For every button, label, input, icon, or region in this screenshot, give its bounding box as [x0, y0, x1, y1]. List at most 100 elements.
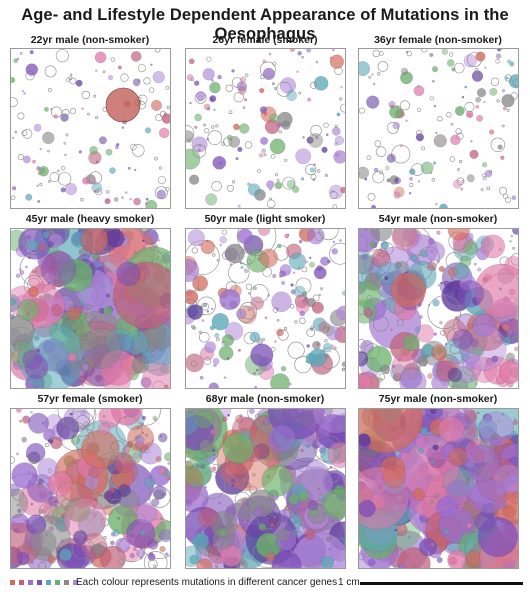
mutation-clone	[105, 293, 110, 298]
mutation-clone	[458, 159, 463, 164]
mutation-clone	[317, 169, 321, 173]
mutation-clone	[156, 189, 166, 199]
mutation-clone	[211, 125, 215, 129]
mutation-clone	[450, 277, 454, 281]
mutation-clone	[26, 239, 39, 251]
mutation-clone	[233, 92, 244, 103]
mutation-clone	[451, 356, 458, 364]
mutation-clone	[105, 148, 113, 156]
mutation-clone	[193, 80, 200, 86]
mutation-clone	[448, 447, 468, 467]
mutation-clone	[91, 182, 103, 193]
mutation-clone	[203, 302, 208, 308]
mutation-clone	[259, 87, 265, 94]
mutation-clone	[19, 52, 23, 55]
mutation-clone	[212, 156, 227, 170]
mutation-clone	[194, 113, 202, 122]
mutation-clone	[259, 61, 276, 78]
mutation-clone	[380, 364, 390, 375]
mutation-clone	[320, 256, 330, 266]
mutation-clone	[489, 87, 498, 96]
mutation-clone	[308, 348, 327, 367]
mutation-clone	[457, 280, 485, 308]
mutation-clone	[39, 147, 42, 151]
mutation-clone	[432, 444, 439, 451]
mutation-clone	[39, 508, 44, 514]
mutation-clone	[40, 251, 77, 287]
mutation-clone	[371, 248, 391, 268]
mutation-clone	[208, 382, 219, 388]
mutation-clone	[418, 246, 440, 268]
mutation-clone	[196, 558, 213, 568]
mutation-clone	[241, 548, 247, 553]
mutation-clone	[144, 202, 148, 206]
mutation-clone	[495, 53, 502, 59]
mutation-clone	[375, 146, 387, 157]
panel-54yr-male	[358, 228, 519, 389]
mutation-clone	[262, 338, 266, 341]
mutation-clone	[81, 363, 89, 371]
mutation-clone	[14, 130, 18, 134]
mutation-clone-map	[186, 409, 345, 568]
mutation-clone	[475, 51, 486, 62]
mutation-clone	[317, 487, 321, 491]
mutation-clone	[307, 500, 319, 511]
mutation-clone	[274, 173, 278, 177]
mutation-clone	[513, 417, 516, 421]
mutation-clone	[398, 563, 406, 568]
mutation-clone	[499, 186, 507, 195]
mutation-clone	[231, 77, 243, 88]
mutation-clone	[270, 373, 290, 388]
mutation-clone	[244, 98, 248, 102]
mutation-clone	[226, 357, 230, 360]
mutation-clone	[227, 184, 234, 192]
mutation-clone	[295, 148, 312, 165]
mutation-clone	[437, 115, 443, 122]
mutation-clone	[49, 172, 60, 183]
mutation-clone	[274, 340, 277, 343]
mutation-clone	[396, 319, 404, 327]
mutation-clone	[16, 409, 22, 413]
mutation-clone	[302, 136, 305, 139]
mutation-clone	[263, 153, 267, 157]
mutation-clone	[49, 435, 54, 440]
mutation-clone	[59, 548, 72, 562]
mutation-clone	[154, 186, 168, 200]
mutation-clone	[209, 95, 217, 103]
mutation-clone	[476, 411, 480, 415]
mutation-clone	[203, 542, 211, 549]
mutation-clone	[47, 555, 56, 564]
mutation-clone	[409, 176, 413, 181]
mutation-clone	[94, 69, 98, 72]
mutation-clone	[501, 94, 515, 108]
mutation-clone	[312, 409, 345, 434]
panel-label-68yr-male: 68yr male (non-smoker)	[205, 393, 325, 405]
mutation-clone	[402, 334, 420, 351]
mutation-clone	[514, 346, 518, 352]
mutation-clone	[336, 305, 345, 321]
mutation-clone	[64, 153, 67, 157]
mutation-clone	[247, 183, 261, 196]
mutation-clone	[378, 373, 386, 381]
mutation-clone	[159, 517, 163, 520]
mutation-clone	[204, 341, 216, 353]
mutation-clone	[498, 287, 502, 291]
mutation-clone	[384, 276, 389, 281]
mutation-clone	[279, 77, 297, 94]
mutation-clone	[154, 156, 158, 161]
mutation-clone	[306, 49, 311, 53]
mutation-clone	[164, 452, 170, 462]
mutation-clone	[211, 313, 229, 331]
mutation-clone	[207, 130, 223, 145]
mutation-clone	[222, 416, 228, 422]
mutation-clone	[82, 177, 90, 185]
mutation-clone	[482, 176, 487, 181]
mutation-clone	[359, 61, 371, 76]
mutation-clone	[226, 134, 233, 141]
mutation-clone	[263, 417, 271, 425]
mutation-clone	[343, 327, 345, 331]
mutation-clone	[477, 516, 518, 558]
mutation-clone	[431, 178, 436, 182]
mutation-clone	[449, 343, 461, 355]
mutation-clone	[120, 73, 129, 82]
